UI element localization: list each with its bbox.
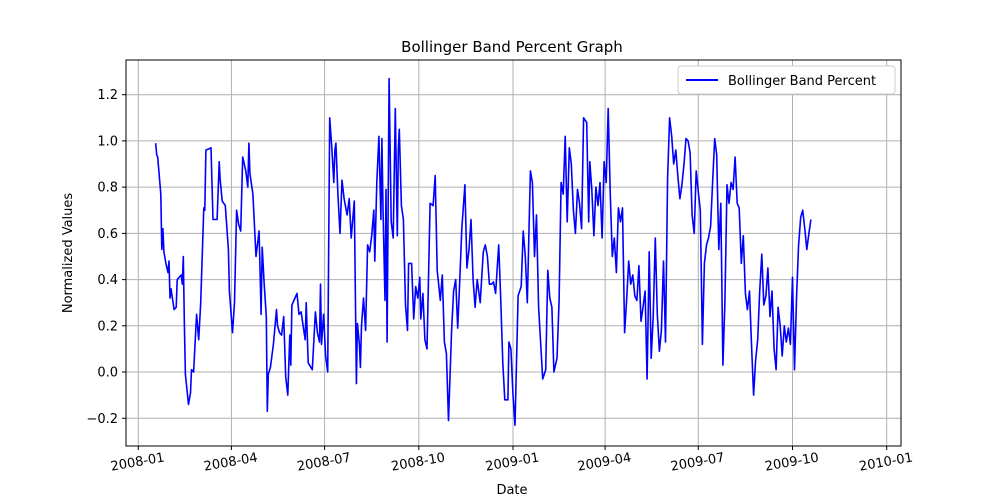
legend: Bollinger Band Percent: [677, 65, 896, 95]
grid: [126, 60, 901, 446]
y-tick-label: 0.4: [97, 273, 118, 288]
chart-title: Bollinger Band Percent Graph: [401, 38, 623, 56]
x-axis-label: Date: [496, 483, 527, 498]
y-tick-label: 0.0: [97, 366, 118, 381]
y-tick-label: 0.6: [97, 227, 118, 242]
y-axis: −0.2 0.0 0.2 0.4 0.6 0.8 1.0 1.2: [86, 88, 126, 427]
y-tick-label: −0.2: [86, 412, 118, 427]
y-tick-label: 0.8: [97, 181, 118, 196]
series-line-0: [154, 77, 812, 427]
legend-box: [677, 65, 896, 95]
legend-label: Bollinger Band Percent: [728, 74, 876, 89]
y-tick-label: 0.2: [97, 319, 118, 334]
y-tick-label: 1.2: [97, 88, 118, 103]
y-tick-label: 1.0: [97, 134, 118, 149]
series-layer: [154, 77, 812, 427]
y-axis-label: Normalized Values: [61, 193, 76, 314]
